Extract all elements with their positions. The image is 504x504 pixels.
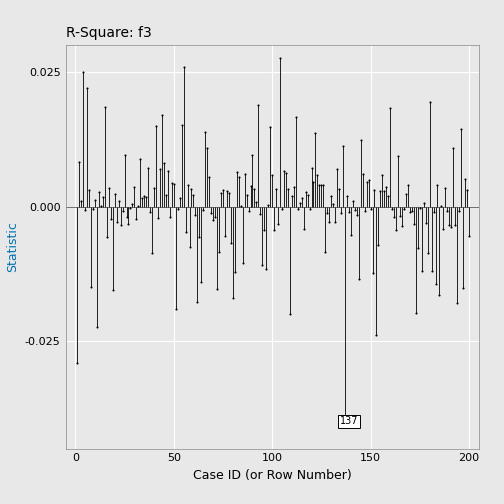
X-axis label: Case ID (or Row Number): Case ID (or Row Number) xyxy=(193,469,351,482)
Text: 137: 137 xyxy=(340,416,358,426)
Y-axis label: Statistic: Statistic xyxy=(7,222,19,272)
Text: R-Square: f3: R-Square: f3 xyxy=(66,26,151,40)
